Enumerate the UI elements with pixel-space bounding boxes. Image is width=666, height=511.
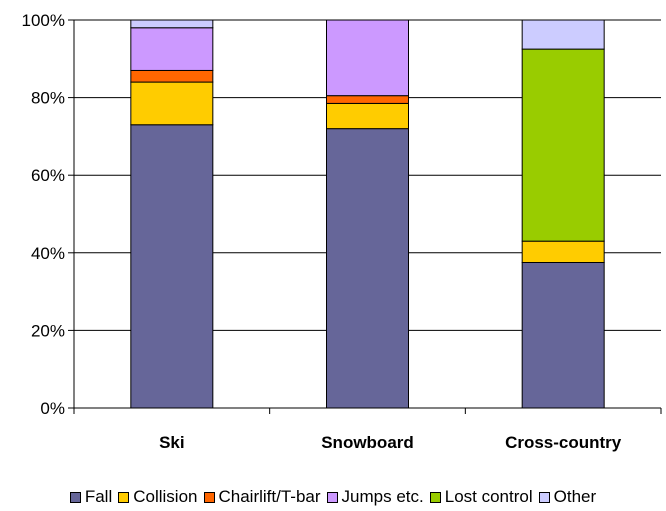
legend-label: Jumps etc.: [341, 487, 424, 506]
x-tick-label: Cross-country: [505, 433, 622, 452]
bar-segment: [326, 19, 409, 97]
chart-legend: Fall Collision Chairlift/T-bar Jumps etc. Lo…: [0, 487, 666, 507]
bar-segment: [521, 19, 605, 50]
y-tick-label: 0%: [40, 399, 65, 418]
bar-segment: [521, 240, 605, 264]
legend-label: Lost control: [444, 487, 533, 506]
y-tick-label: 100%: [22, 11, 65, 30]
bar-segment: [326, 102, 409, 130]
bar-segment: [326, 95, 409, 104]
legend-item: Lost control: [429, 487, 533, 507]
bar-segment: [521, 48, 605, 242]
y-tick-label: 60%: [31, 166, 65, 185]
legend-swatch: [69, 491, 81, 503]
y-tick-label: 40%: [31, 244, 65, 263]
legend-item: Other: [538, 487, 597, 507]
bar-segment: [326, 128, 409, 409]
legend-swatch: [118, 491, 130, 503]
legend-label: Collision: [133, 487, 198, 506]
legend-label: Fall: [84, 487, 113, 506]
bar-segment: [130, 81, 214, 126]
legend-swatch: [429, 491, 441, 503]
legend-swatch: [203, 491, 215, 503]
legend-swatch: [538, 491, 550, 503]
x-tick-label: Ski: [159, 433, 185, 452]
legend-label: Chairlift/T-bar: [218, 487, 321, 506]
legend-item: Fall: [69, 487, 113, 507]
bar-segment: [130, 19, 214, 29]
x-tick-label: Snowboard: [321, 433, 414, 452]
bar-segment: [130, 27, 214, 71]
bar-segment: [130, 69, 214, 83]
legend-item: Jumps etc.: [326, 487, 424, 507]
legend-item: Chairlift/T-bar: [203, 487, 321, 507]
legend-label: Other: [553, 487, 597, 506]
legend-item: Collision: [118, 487, 198, 507]
legend-swatch: [326, 491, 338, 503]
bar-segment: [521, 262, 605, 409]
y-tick-label: 80%: [31, 89, 65, 108]
y-tick-label: 20%: [31, 321, 65, 340]
bar-segment: [130, 124, 214, 409]
